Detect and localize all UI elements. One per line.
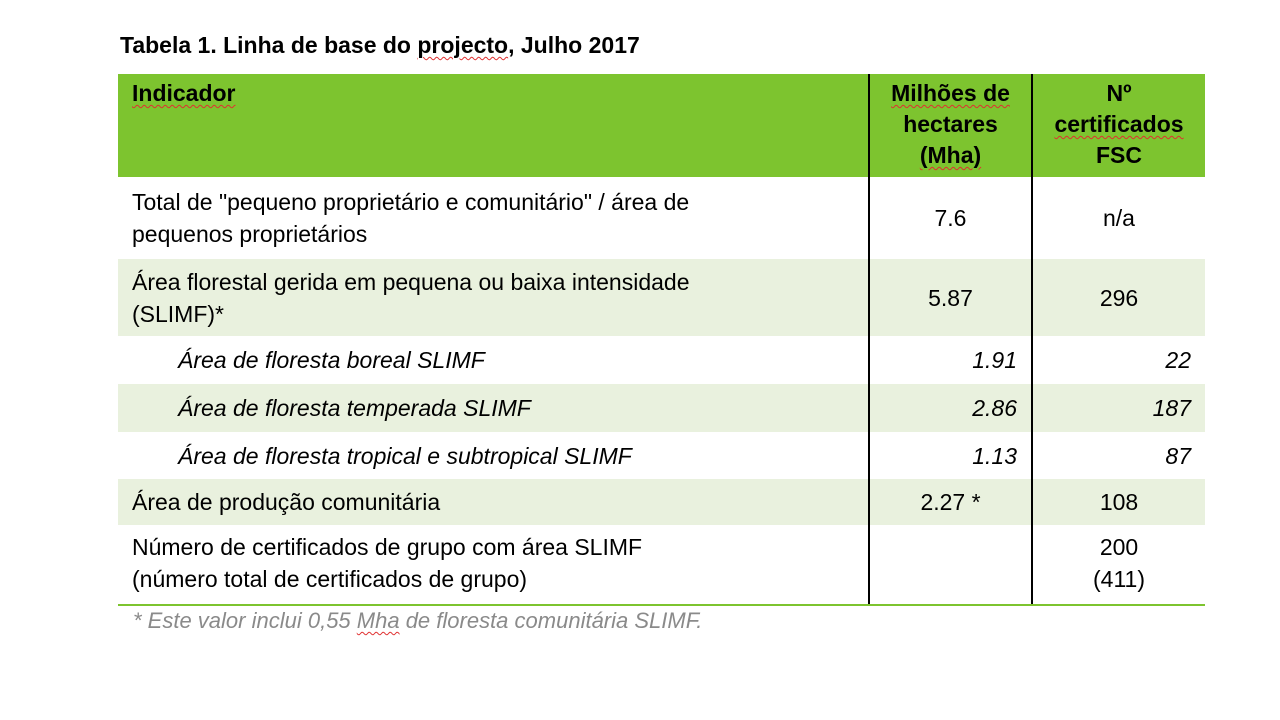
indicator-cell: Total de "pequeno proprietário e comunit… bbox=[132, 189, 690, 247]
indicator-cell: Área de floresta tropical e subtropical … bbox=[178, 442, 632, 469]
spellcheck-flagged-word[interactable]: Mha bbox=[356, 608, 400, 633]
fsc-cell: 187 bbox=[1031, 384, 1205, 432]
indicator-cell: Área de produção comunitária bbox=[118, 479, 869, 525]
table-row: Área de produção comunitária 2.27 * 108 bbox=[118, 479, 1205, 525]
indicator-cell: Área florestal gerida em pequena ou baix… bbox=[118, 259, 869, 336]
mha-cell: 5.87 bbox=[868, 259, 1032, 336]
mha-cell: 7.6 bbox=[868, 177, 1032, 259]
table-title: Tabela 1. Linha de base do projecto, Jul… bbox=[120, 32, 640, 58]
table-row: Total de "pequeno proprietário e comunit… bbox=[118, 177, 1205, 259]
mha-cell bbox=[868, 525, 1032, 606]
fsc-cell: 108 bbox=[1031, 479, 1205, 525]
table-footnote: * Este valor inclui 0,55 Mha de floresta… bbox=[133, 608, 703, 633]
fsc-cell: n/a bbox=[1031, 177, 1205, 259]
mha-cell: 2.86 bbox=[868, 384, 1032, 432]
baseline-table: Indicador Milhões de hectares (Mha) Nº c… bbox=[118, 74, 1205, 606]
fsc-cell: 22 bbox=[1031, 336, 1205, 384]
indicator-cell: Área de floresta temperada SLIMF bbox=[118, 384, 869, 432]
header-indicator: Indicador bbox=[118, 74, 869, 177]
indicator-cell: Número de certificados de grupo com área… bbox=[118, 525, 869, 606]
mha-cell: 2.27 * bbox=[868, 479, 1032, 525]
indicator-cell: Área de floresta boreal SLIMF bbox=[178, 347, 485, 373]
fsc-cell: 200 (411) bbox=[1031, 525, 1205, 606]
fsc-cell: 296 bbox=[1031, 259, 1205, 336]
fsc-cell: 87 bbox=[1031, 432, 1205, 479]
table-row: Número de certificados de grupo com área… bbox=[118, 525, 1205, 606]
spellcheck-flagged-word[interactable]: projecto bbox=[417, 32, 509, 58]
mha-cell: 1.13 bbox=[868, 432, 1032, 479]
table-row: Área de floresta boreal SLIMF 1.91 22 bbox=[118, 336, 1205, 384]
table-header-row: Indicador Milhões de hectares (Mha) Nº c… bbox=[118, 74, 1205, 177]
table-row: Área de floresta temperada SLIMF 2.86 18… bbox=[118, 384, 1205, 432]
table-row: Área de floresta tropical e subtropical … bbox=[118, 432, 1205, 479]
table-row: Área florestal gerida em pequena ou baix… bbox=[118, 259, 1205, 336]
header-fsc-certificates: Nº certificados FSC bbox=[1031, 74, 1205, 177]
header-mha: Milhões de hectares (Mha) bbox=[868, 74, 1032, 177]
mha-cell: 1.91 bbox=[868, 336, 1032, 384]
